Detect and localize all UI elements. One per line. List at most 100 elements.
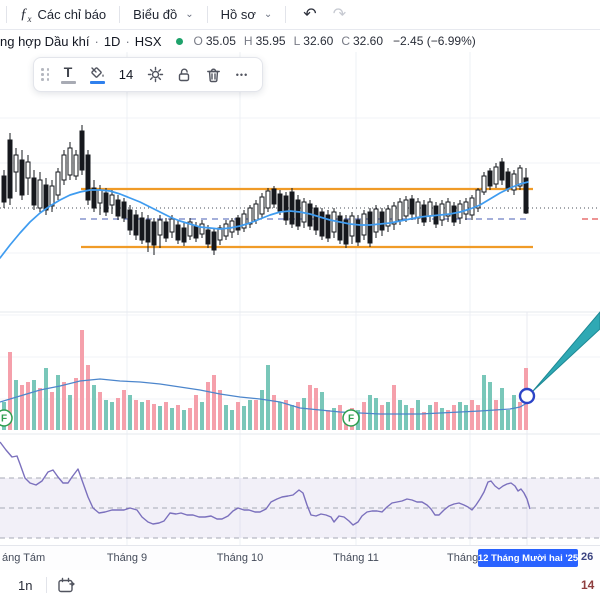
drag-handle-icon[interactable] [39, 68, 54, 81]
volume-bar [248, 400, 252, 430]
symbol-row: ng hợp Dầu khí · 1D · HSX O 35.05 H 35.9… [0, 31, 476, 51]
candle [265, 190, 271, 209]
candle [79, 130, 85, 171]
profile-menu-button[interactable]: Hồ sơ ⌄ [217, 7, 277, 22]
candle [469, 197, 475, 216]
volume-bar [146, 400, 150, 430]
redo-icon[interactable]: ↷ [332, 5, 347, 23]
volume-bar [164, 402, 168, 430]
symbol-title[interactable]: ng hợp Dầu khí [0, 33, 90, 49]
volume-bar [254, 400, 258, 430]
chart-menu-label: Biểu đồ [133, 7, 178, 22]
volume-bar [236, 402, 240, 430]
volume-bar [74, 378, 78, 430]
change-value: −2.45 (−6.99%) [393, 34, 476, 48]
lock-button[interactable] [170, 61, 199, 88]
timeframe-label[interactable]: 1D [103, 33, 121, 49]
candle [283, 195, 289, 221]
event-badge-letter: F [348, 414, 354, 425]
goto-date-button[interactable] [57, 577, 76, 594]
volume-bar [458, 402, 462, 430]
candle [409, 198, 415, 215]
volume-bar [416, 400, 420, 430]
toolbar-divider [206, 6, 208, 23]
volume-bar [218, 390, 222, 430]
trend-projection-wedge[interactable] [532, 311, 600, 392]
volume-bar [338, 405, 342, 430]
indicators-button[interactable]: ƒx Các chỉ báo [16, 6, 110, 24]
volume-bar [80, 330, 84, 430]
projection-anchor-handle[interactable] [518, 387, 536, 405]
high-label: H [243, 34, 253, 48]
rsi-line [0, 441, 531, 526]
time-axis[interactable]: áng Tám Tháng 9 Tháng 10 Tháng 11 Tháng … [0, 545, 600, 571]
volume-bar [32, 380, 36, 430]
candle [43, 184, 49, 211]
volume-bar [26, 382, 30, 430]
candle [211, 231, 217, 251]
drawing-toolbar: T 14 [33, 57, 263, 92]
volume-bar [182, 410, 186, 430]
candle [343, 219, 349, 245]
axis-month-label: Tháng 9 [106, 552, 148, 564]
text-color-button[interactable]: T [54, 61, 83, 88]
volume-bar [482, 375, 486, 430]
chart-menu-button[interactable]: Biểu đồ ⌄ [129, 7, 197, 22]
volume-bar [464, 405, 468, 430]
range-1y-button[interactable]: 1n [18, 577, 33, 593]
calendar-icon [58, 577, 76, 592]
volume-bar [290, 405, 294, 430]
volume-bar [266, 365, 270, 430]
volume-bar [170, 408, 174, 430]
candle [415, 201, 421, 219]
close-label: C [341, 34, 350, 48]
candle [355, 219, 361, 243]
volume-bar [230, 410, 234, 430]
event-badge[interactable] [0, 409, 13, 427]
volume-bar [392, 385, 396, 430]
volume-bar [194, 395, 198, 430]
volume-bar [104, 400, 108, 430]
candle [391, 205, 397, 225]
volume-bar [368, 395, 372, 430]
volume-bar [176, 405, 180, 430]
volume-bar [440, 408, 444, 430]
settings-button[interactable] [141, 61, 170, 88]
volume-bar [134, 400, 138, 430]
volume-bar [278, 402, 282, 430]
event-badge[interactable] [342, 409, 360, 427]
candle [139, 217, 145, 241]
volume-bar [296, 402, 300, 430]
delete-button[interactable] [199, 61, 228, 88]
volume-bar [92, 385, 96, 430]
candle [19, 159, 25, 196]
toolbar-divider [119, 6, 121, 23]
undo-icon[interactable]: ↶ [303, 5, 317, 23]
volume-bar [320, 392, 324, 430]
paint-bucket-icon [91, 66, 104, 78]
volume-bar [38, 388, 42, 430]
candle [337, 215, 343, 241]
candle [169, 218, 175, 233]
text-color-swatch [60, 81, 76, 84]
candle [193, 225, 199, 239]
volume-bar [512, 395, 516, 430]
candle [397, 201, 403, 221]
fill-color-button[interactable] [83, 61, 112, 88]
candle [289, 191, 295, 225]
candle [85, 154, 91, 201]
market-status-icon [175, 37, 183, 45]
candle [145, 219, 151, 243]
more-options-button[interactable]: ••• [228, 61, 257, 88]
candle [427, 201, 433, 217]
axis-next-tick: 26 [581, 551, 594, 563]
text-icon: T [63, 64, 73, 80]
volume-bar [152, 404, 156, 430]
font-size-button[interactable]: 14 [112, 61, 141, 88]
candle [493, 166, 499, 185]
volume-bar [362, 402, 366, 430]
volume-bar [428, 405, 432, 430]
axis-month-label: áng Tám [2, 552, 46, 564]
volume-bar [98, 392, 102, 430]
